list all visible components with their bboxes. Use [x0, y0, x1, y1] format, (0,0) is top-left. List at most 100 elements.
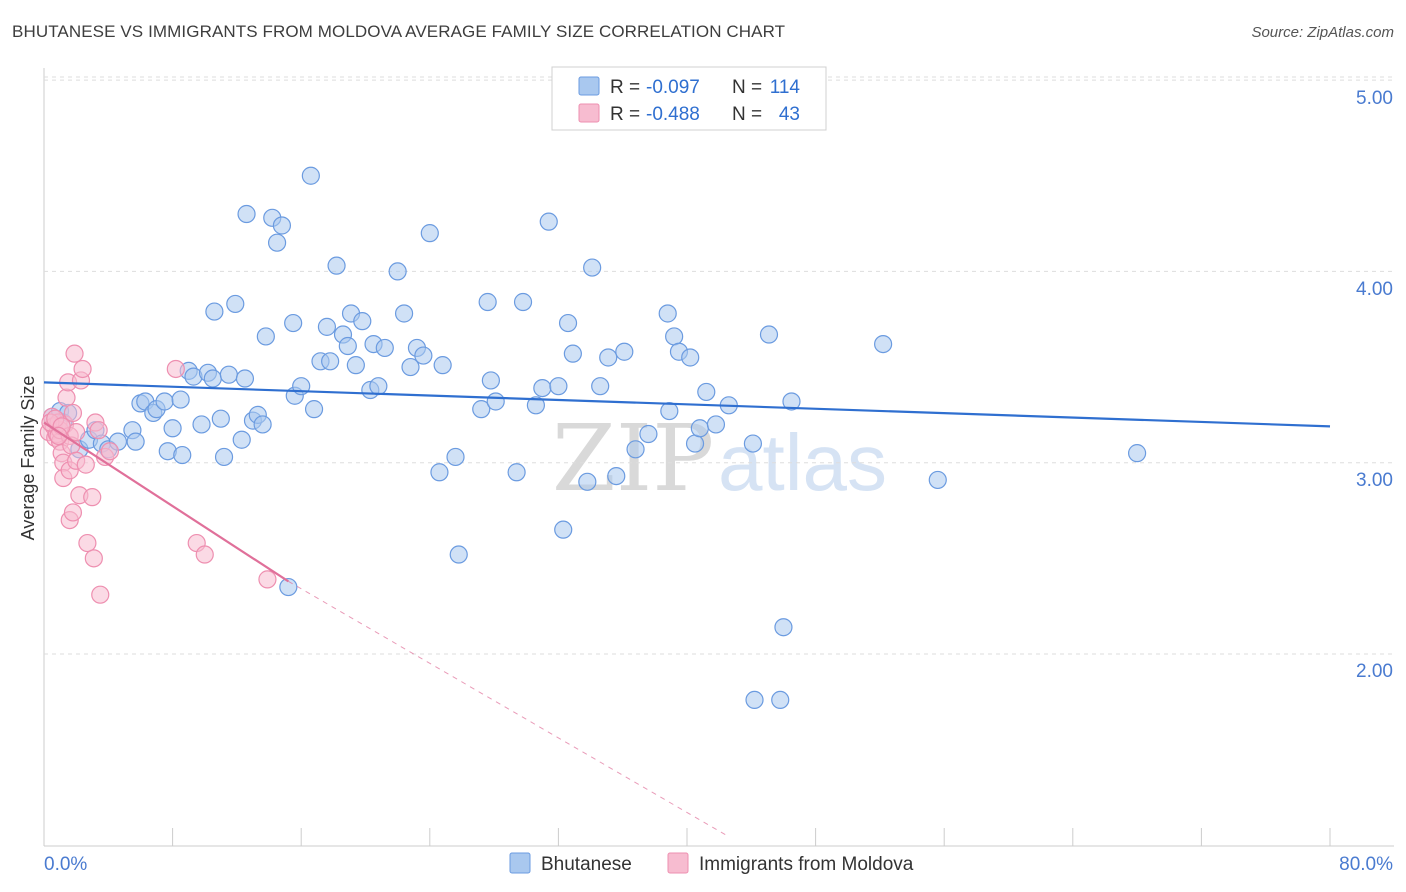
bhutanese-point-73 [507, 463, 526, 482]
bhutanese-point-89 [639, 424, 658, 444]
moldova-point-34 [100, 442, 120, 461]
bhutanese-point-104 [774, 618, 793, 637]
bhutanese-point-108 [1127, 444, 1147, 463]
moldova-point-20 [65, 344, 84, 363]
bhutanese-point-47 [317, 317, 337, 336]
bhutanese-point-74 [513, 292, 533, 312]
bhutanese-point-18 [163, 419, 182, 438]
bhutanese-point-109 [279, 577, 298, 597]
moldova-trend-extension [288, 580, 728, 837]
bhutanese-point-23 [192, 415, 211, 434]
legend-n-value-blue: 114 [770, 77, 801, 98]
bhutanese-point-105 [782, 392, 801, 411]
bhutanese-point-72 [486, 392, 505, 411]
bhutanese-point-20 [173, 445, 192, 465]
bhutanese-point-70 [478, 292, 497, 312]
y-tick-label-5: 5.00 [1356, 88, 1393, 109]
moldova-point-31 [89, 421, 108, 440]
legend-n-value-pink: 43 [779, 104, 800, 125]
bhutanese-point-40 [272, 216, 292, 235]
moldova-point-38 [258, 570, 277, 589]
bhutanese-point-96 [690, 419, 709, 438]
bhutanese-point-97 [697, 382, 716, 402]
bhutanese-point-36 [253, 415, 272, 434]
bhutanese-point-44 [301, 166, 320, 185]
legend-r-label-blue: R = [610, 77, 640, 98]
bhutanese-point-33 [237, 204, 256, 224]
moldova-trend-line [43, 421, 289, 583]
bhutanese-point-51 [338, 336, 357, 356]
bhutanese-point-84 [591, 377, 610, 396]
bhutanese-point-53 [346, 356, 365, 375]
bhutanese-point-86 [607, 466, 626, 486]
legend-swatch-pink [578, 103, 600, 123]
series-legend: Bhutanese Immigrants from Moldova [509, 852, 914, 875]
bhutanese-point-98 [706, 415, 726, 434]
moldova-point-29 [84, 549, 103, 568]
bhutanese-point-87 [615, 342, 634, 361]
points-layer [39, 166, 1147, 710]
bhutanese-point-90 [658, 304, 677, 323]
x-tick-marks [43, 828, 1331, 846]
bhutanese-point-107 [928, 470, 947, 490]
legend-swatch-blue [578, 76, 600, 96]
bhutanese-point-83 [583, 258, 602, 277]
y-tick-label-4: 4.00 [1356, 279, 1393, 300]
bhutanese-point-103 [771, 690, 790, 710]
moldova-point-19 [63, 403, 83, 423]
watermark-atlas: atlas [718, 418, 887, 507]
bhutanese-point-77 [539, 212, 558, 231]
legend-r-value-blue: -0.097 [646, 77, 700, 98]
bhutanese-point-31 [232, 430, 251, 449]
bhutanese-point-61 [401, 357, 420, 377]
bhutanese-point-16 [155, 392, 174, 411]
bhutanese-point-41 [284, 313, 303, 333]
x-tick-label-max: 80.0% [1339, 854, 1393, 875]
bhutanese-point-39 [267, 233, 287, 252]
bhutanese-point-66 [433, 356, 452, 375]
moldova-point-28 [83, 488, 102, 507]
series-legend-swatch-moldova [667, 852, 689, 874]
series-legend-label-moldova: Immigrants from Moldova [699, 854, 914, 875]
chart-source: Source: ZipAtlas.com [1251, 24, 1394, 41]
bhutanese-point-27 [211, 409, 230, 428]
series-legend-label-bhutanese: Bhutanese [541, 854, 632, 875]
bhutanese-point-11 [126, 432, 145, 451]
bhutanese-point-76 [533, 378, 552, 398]
bhutanese-point-88 [626, 440, 645, 459]
moldova-point-27 [78, 533, 97, 553]
bhutanese-point-71 [481, 371, 500, 390]
legend-r-value-pink: -0.488 [646, 104, 700, 125]
bhutanese-point-100 [743, 434, 763, 453]
bhutanese-point-68 [449, 545, 468, 564]
bhutanese-point-49 [327, 256, 346, 275]
bhutanese-point-57 [369, 377, 388, 396]
bhutanese-point-82 [578, 472, 597, 491]
bhutanese-point-37 [256, 327, 275, 346]
moldova-point-32 [91, 585, 110, 604]
bhutanese-point-19 [171, 390, 190, 409]
watermark-zip: ZIP [552, 405, 714, 512]
bhutanese-point-32 [235, 369, 255, 388]
bhutanese-point-79 [554, 520, 573, 539]
moldova-point-26 [76, 455, 95, 474]
bhutanese-point-106 [874, 334, 893, 354]
bhutanese-point-94 [681, 348, 700, 367]
bhutanese-point-101 [745, 690, 764, 710]
bhutanese-point-54 [353, 312, 372, 331]
bhutanese-point-59 [388, 262, 407, 281]
bhutanese-point-28 [214, 447, 234, 467]
legend-n-label-blue: N = [732, 77, 762, 98]
bhutanese-point-67 [446, 447, 465, 467]
bhutanese-point-30 [226, 294, 245, 314]
grid-layer [44, 76, 1394, 655]
legend-r-label-pink: R = [610, 104, 640, 125]
y-tick-label-3: 3.00 [1356, 470, 1393, 491]
stats-legend: R = -0.097 N = 114 R = -0.488 N = 43 [551, 66, 827, 131]
bhutanese-point-81 [563, 344, 582, 363]
bhutanese-point-63 [414, 346, 433, 365]
bhutanese-point-95 [685, 434, 705, 453]
bhutanese-point-80 [558, 313, 578, 333]
bhutanese-point-48 [321, 352, 340, 371]
moldova-point-35 [166, 359, 185, 379]
